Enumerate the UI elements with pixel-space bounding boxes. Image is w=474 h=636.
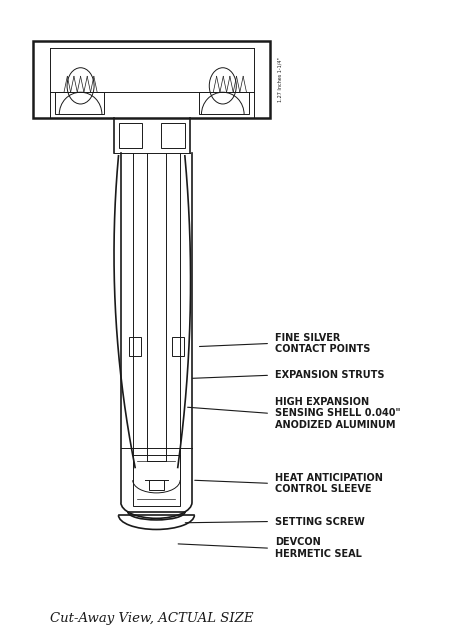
- Bar: [129, 337, 141, 356]
- Bar: [33, 41, 270, 118]
- Text: HIGH EXPANSION
SENSING SHELL 0.040"
ANODIZED ALUMINUM: HIGH EXPANSION SENSING SHELL 0.040" ANOD…: [275, 397, 401, 430]
- Bar: [55, 92, 104, 114]
- Bar: [161, 123, 185, 148]
- Text: Cut-Away View, ACTUAL SIZE: Cut-Away View, ACTUAL SIZE: [50, 612, 254, 625]
- Text: FINE SILVER
CONTACT POINTS: FINE SILVER CONTACT POINTS: [275, 333, 370, 354]
- Bar: [133, 455, 180, 506]
- Text: DEVCON
HERMETIC SEAL: DEVCON HERMETIC SEAL: [275, 537, 362, 559]
- Text: EXPANSION STRUTS: EXPANSION STRUTS: [275, 370, 384, 380]
- Bar: [149, 480, 164, 490]
- Text: 1.27 Inches 1-1/4": 1.27 Inches 1-1/4": [277, 57, 283, 102]
- Bar: [118, 123, 142, 148]
- Text: HEAT ANTICIPATION
CONTROL SLEEVE: HEAT ANTICIPATION CONTROL SLEEVE: [275, 473, 383, 494]
- Bar: [199, 92, 249, 114]
- Text: SETTING SCREW: SETTING SCREW: [275, 516, 365, 527]
- Bar: [172, 337, 184, 356]
